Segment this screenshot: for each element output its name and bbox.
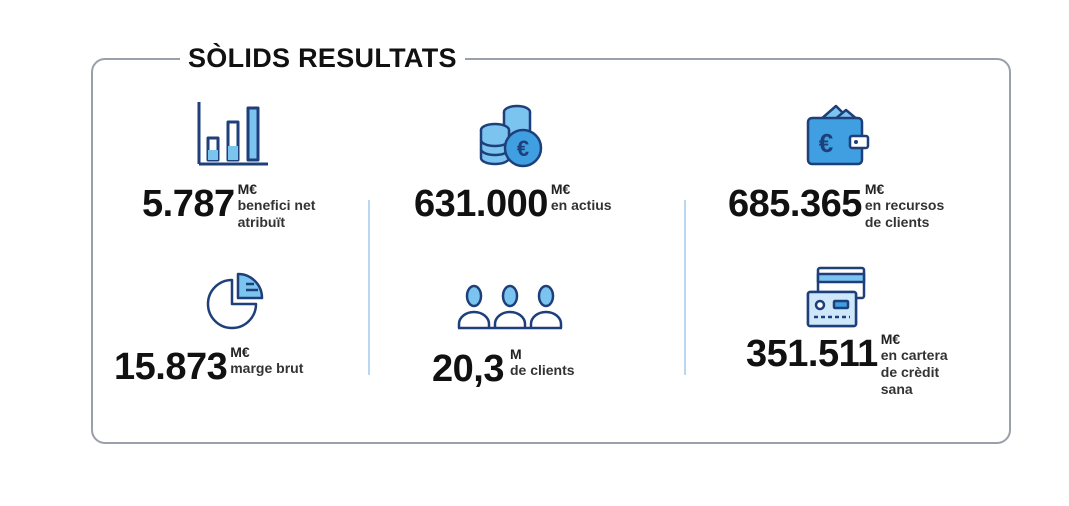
stat-unit: M xyxy=(509,346,522,362)
coins-euro-icon: € xyxy=(479,104,543,168)
stat-gross-margin: 15.873 M€ marge brut xyxy=(114,344,304,388)
stat-value: 5.787 xyxy=(142,183,235,225)
stat-clients: 20,3 M de clients xyxy=(432,346,575,390)
stat-description: de clients xyxy=(509,362,575,378)
svg-text:€: € xyxy=(517,136,529,161)
stat-unit: M€ xyxy=(230,344,250,360)
stat-description: marge brut xyxy=(230,360,304,376)
panel-title: SÒLIDS RESULTATS xyxy=(180,40,465,76)
credit-card-icon xyxy=(806,266,866,328)
stat-description: en cartera de crèdit sana xyxy=(880,347,948,397)
stat-customer-funds: 685.365 M€ en recursos de clients xyxy=(728,181,945,231)
stat-description: en recursos de clients xyxy=(864,197,945,230)
stat-credit-portfolio: 351.511 M€ en cartera de crèdit sana xyxy=(746,331,948,398)
pie-chart-icon xyxy=(206,272,264,330)
stat-unit: M€ xyxy=(237,181,258,197)
stat-unit: M€ xyxy=(550,181,571,197)
stat-description: en actius xyxy=(550,197,612,213)
stat-unit: M€ xyxy=(864,181,885,197)
wallet-euro-icon: € xyxy=(806,104,870,166)
stat-assets: 631.000 M€ en actius xyxy=(414,181,612,225)
stat-value: 685.365 xyxy=(728,183,862,225)
stat-value: 20,3 xyxy=(432,348,504,390)
stat-value: 351.511 xyxy=(746,333,878,375)
stat-net-profit: 5.787 M€ benefici net atribuït xyxy=(142,181,316,231)
stat-unit: M€ xyxy=(880,331,901,347)
bar-chart-icon xyxy=(197,102,268,166)
stat-value: 15.873 xyxy=(114,346,228,388)
stat-value: 631.000 xyxy=(414,183,548,225)
column-divider xyxy=(684,200,686,375)
svg-text:€: € xyxy=(819,128,833,158)
people-icon xyxy=(457,284,563,330)
stat-description: benefici net atribuït xyxy=(237,197,316,230)
results-panel xyxy=(91,58,1011,444)
column-divider xyxy=(368,200,370,375)
